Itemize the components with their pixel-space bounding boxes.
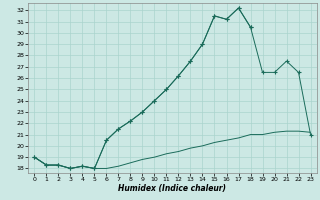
X-axis label: Humidex (Indice chaleur): Humidex (Indice chaleur) [118, 184, 227, 193]
